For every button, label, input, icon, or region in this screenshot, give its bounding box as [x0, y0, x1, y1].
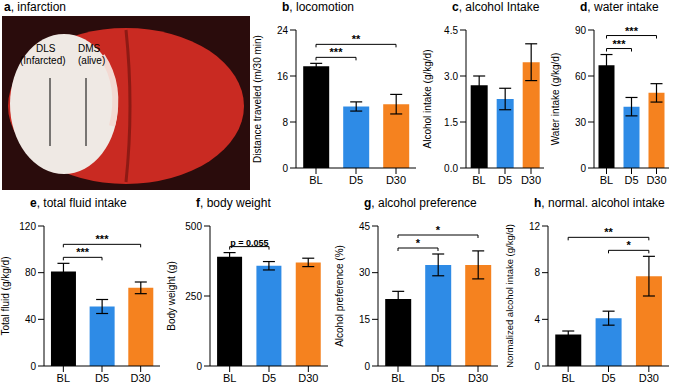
svg-text:8: 8: [534, 267, 540, 278]
svg-text:8: 8: [282, 117, 288, 128]
svg-text:***: ***: [625, 25, 639, 37]
svg-text:D30: D30: [298, 372, 318, 384]
svg-text:D30: D30: [646, 174, 666, 186]
svg-text:BL: BL: [57, 372, 70, 384]
svg-text:4.5: 4.5: [444, 25, 458, 36]
svg-text:Alcohol intake (g/kg/d): Alcohol intake (g/kg/d): [422, 50, 433, 149]
svg-text:*: *: [416, 237, 421, 249]
svg-text:3.0: 3.0: [444, 71, 458, 82]
svg-text:BL: BL: [561, 372, 574, 384]
svg-text:D30: D30: [468, 372, 488, 384]
svg-text:Alcohol preference (%): Alcohol preference (%): [334, 245, 345, 347]
svg-text:80: 80: [25, 267, 37, 278]
svg-text:BL: BL: [472, 174, 485, 186]
svg-text:30: 30: [359, 267, 371, 278]
svg-text:D5: D5: [262, 372, 276, 384]
html-text:d, water intake: d, water intake: [580, 0, 659, 14]
svg-text:BL: BL: [223, 372, 236, 384]
svg-text:250: 250: [185, 291, 202, 302]
html-text:e, total fluid intake: e, total fluid intake: [30, 196, 127, 210]
svg-text:*: *: [627, 239, 632, 251]
svg-text:(alive): (alive): [78, 55, 105, 66]
svg-text:Normalized alcohol intake (g/k: Normalized alcohol intake (g/kg/d): [504, 224, 515, 368]
svg-text:Water intake (g/kg/d): Water intake (g/kg/d): [550, 53, 561, 145]
svg-text:0: 0: [282, 163, 288, 174]
svg-text:(Infarcted): (Infarcted): [20, 55, 66, 66]
svg-text:*: *: [436, 224, 441, 236]
svg-text:16: 16: [277, 71, 289, 82]
html-text:c, alcohol Intake: c, alcohol Intake: [452, 0, 540, 14]
svg-text:D5: D5: [601, 372, 615, 384]
svg-text:D5: D5: [498, 174, 512, 186]
svg-text:1.5: 1.5: [444, 117, 458, 128]
svg-text:0: 0: [580, 163, 586, 174]
html-text:b, locomotion: b, locomotion: [282, 0, 354, 14]
svg-text:p = 0.055: p = 0.055: [230, 238, 268, 248]
svg-text:45: 45: [359, 221, 371, 232]
html-text:g, alcohol preference: g, alcohol preference: [364, 196, 477, 210]
svg-text:0: 0: [534, 361, 540, 372]
svg-text:D30: D30: [639, 372, 659, 384]
svg-text:***: ***: [76, 246, 90, 258]
svg-text:60: 60: [575, 71, 587, 82]
svg-text:90: 90: [575, 25, 587, 36]
svg-text:D5: D5: [95, 372, 109, 384]
svg-text:BL: BL: [391, 372, 404, 384]
svg-text:40: 40: [25, 314, 37, 325]
svg-text:BL: BL: [309, 174, 322, 186]
svg-text:BL: BL: [600, 174, 613, 186]
svg-text:***: ***: [613, 38, 627, 50]
svg-text:**: **: [352, 33, 361, 45]
svg-text:0: 0: [30, 361, 36, 372]
svg-text:D5: D5: [349, 174, 363, 186]
svg-text:30: 30: [575, 117, 587, 128]
html-text:f, body weight: f, body weight: [196, 196, 271, 210]
svg-text:0: 0: [364, 361, 370, 372]
svg-text:24: 24: [277, 25, 289, 36]
svg-text:***: ***: [330, 46, 344, 58]
svg-text:4: 4: [534, 314, 540, 325]
svg-text:Body weight (g): Body weight (g): [166, 261, 177, 330]
html-text:h, normal. alcohol intake: h, normal. alcohol intake: [534, 196, 665, 210]
svg-text:0.0: 0.0: [444, 163, 458, 174]
svg-text:DMS: DMS: [78, 43, 101, 54]
svg-text:120: 120: [19, 221, 36, 232]
svg-text:0: 0: [196, 361, 202, 372]
svg-text:Total fluid (g/kg/d): Total fluid (g/kg/d): [0, 257, 11, 336]
svg-text:D5: D5: [624, 174, 638, 186]
svg-text:500: 500: [185, 221, 202, 232]
svg-text:15: 15: [359, 314, 371, 325]
svg-text:D5: D5: [431, 372, 445, 384]
html-text:a, infarction: a, infarction: [4, 0, 66, 14]
svg-text:12: 12: [529, 221, 541, 232]
svg-text:***: ***: [96, 233, 110, 245]
svg-text:D30: D30: [131, 372, 151, 384]
svg-text:D30: D30: [521, 174, 541, 186]
svg-text:**: **: [604, 226, 613, 238]
svg-text:Distance traveled (m/30 min): Distance traveled (m/30 min): [252, 35, 263, 163]
svg-text:DLS: DLS: [36, 43, 56, 54]
svg-text:D30: D30: [386, 174, 406, 186]
